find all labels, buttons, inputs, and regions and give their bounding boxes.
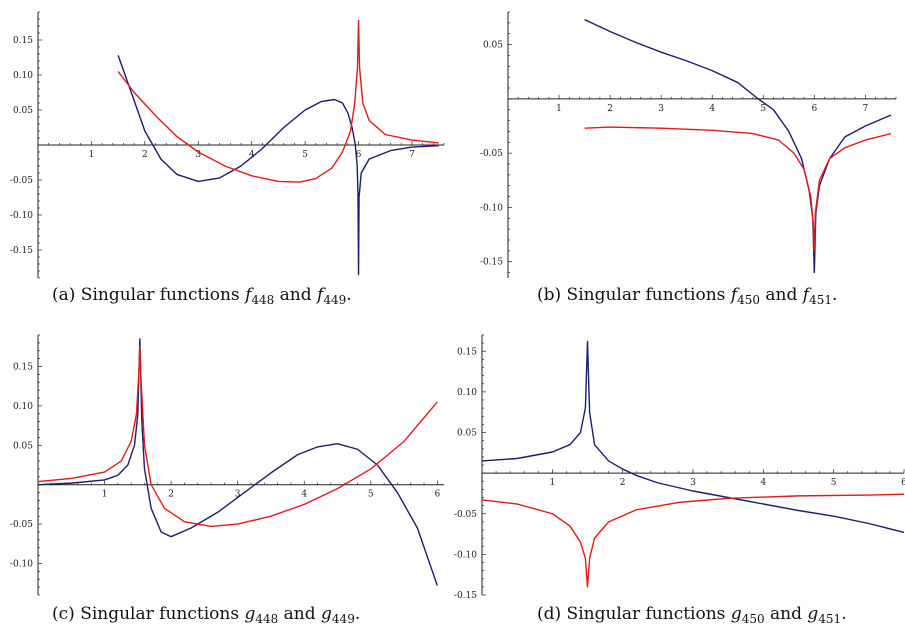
x-tick-label: 2 (620, 478, 626, 488)
series-line-blue (481, 340, 905, 534)
y-tick-label: -0.10 (480, 203, 503, 213)
x-tick-label: 2 (168, 490, 174, 500)
y-tick-label: 0.10 (457, 388, 477, 398)
series-line-red (37, 346, 438, 528)
x-tick-label: 5 (831, 478, 837, 488)
x-tick-label: 6 (434, 490, 440, 500)
caption-b: (b) Singular functions f450 and f451. (537, 285, 838, 307)
y-tick-label: -0.10 (10, 559, 33, 569)
x-tick-label: 1 (549, 478, 555, 488)
x-tick-label: 4 (249, 150, 255, 160)
y-tick-label: 0.15 (457, 347, 477, 357)
x-tick-label: 1 (556, 104, 562, 114)
series-line-red (117, 19, 439, 183)
chart-panel-d: 1 2 3 4 5 6 -0.15 -0.10 -0.05 0.05 0.10 0.15 (454, 334, 905, 600)
x-tick-label: 1 (102, 490, 108, 500)
y-tick-label: 0.05 (13, 106, 33, 116)
y-tick-label: 0.05 (483, 41, 503, 51)
x-tick-label: 3 (690, 478, 696, 488)
y-tick-label: -0.05 (10, 520, 33, 530)
y-tick-label: -0.15 (10, 246, 33, 256)
y-tick-label: 0.10 (13, 71, 33, 81)
chart-panel-b: 1 2 3 4 5 6 7 -0.15 -0.10 -0.05 0.05 (480, 11, 897, 278)
x-tick-label: 5 (760, 104, 766, 114)
x-tick-label: 2 (142, 150, 148, 160)
caption-d: (d) Singular functions g450 and g451. (537, 604, 847, 626)
y-tick-label: 0.05 (13, 441, 33, 451)
y-tick-label: 0.15 (13, 363, 33, 373)
caption-a: (a) Singular functions f448 and f449. (52, 285, 352, 307)
x-tick-label: 3 (235, 490, 241, 500)
x-tick-label: 5 (302, 150, 308, 160)
y-tick-label: 0.10 (13, 402, 33, 412)
y-tick-label: -0.05 (480, 149, 503, 159)
x-tick-label: 5 (368, 490, 374, 500)
x-tick-label: 3 (195, 150, 201, 160)
x-tick-label: 3 (658, 104, 664, 114)
x-tick-label: 6 (901, 478, 905, 488)
caption-c: (c) Singular functions g448 and g449. (52, 604, 361, 626)
series-line-red (584, 126, 892, 252)
x-tick-label: 6 (811, 104, 817, 114)
y-tick-label: 0.05 (457, 429, 477, 439)
series-line-red (481, 493, 905, 588)
y-tick-label: -0.05 (454, 510, 477, 520)
x-tick-label: 7 (409, 150, 415, 160)
x-tick-label: 4 (301, 490, 307, 500)
chart-panel-c: 1 2 3 4 5 6 -0.10 -0.05 0.05 0.10 0.15 (10, 334, 444, 596)
y-tick-label: -0.10 (454, 550, 477, 560)
x-tick-label: 2 (607, 104, 613, 114)
series-line-blue (37, 338, 439, 586)
y-tick-label: -0.15 (480, 258, 503, 268)
x-tick-label: 1 (89, 150, 95, 160)
x-tick-label: 4 (760, 478, 766, 488)
y-tick-label: -0.15 (454, 591, 477, 600)
chart-panel-a: 1 2 3 4 5 6 7 -0.15 -0.10 -0.05 0.05 0.10 0.15 (10, 11, 445, 279)
x-tick-label: 6 (356, 150, 362, 160)
series-line-blue (117, 55, 439, 276)
x-tick-label: 4 (709, 104, 715, 114)
y-tick-label: 0.15 (13, 36, 33, 46)
y-tick-label: -0.05 (10, 176, 33, 186)
x-tick-label: 7 (863, 104, 869, 114)
y-tick-label: -0.10 (10, 211, 33, 221)
